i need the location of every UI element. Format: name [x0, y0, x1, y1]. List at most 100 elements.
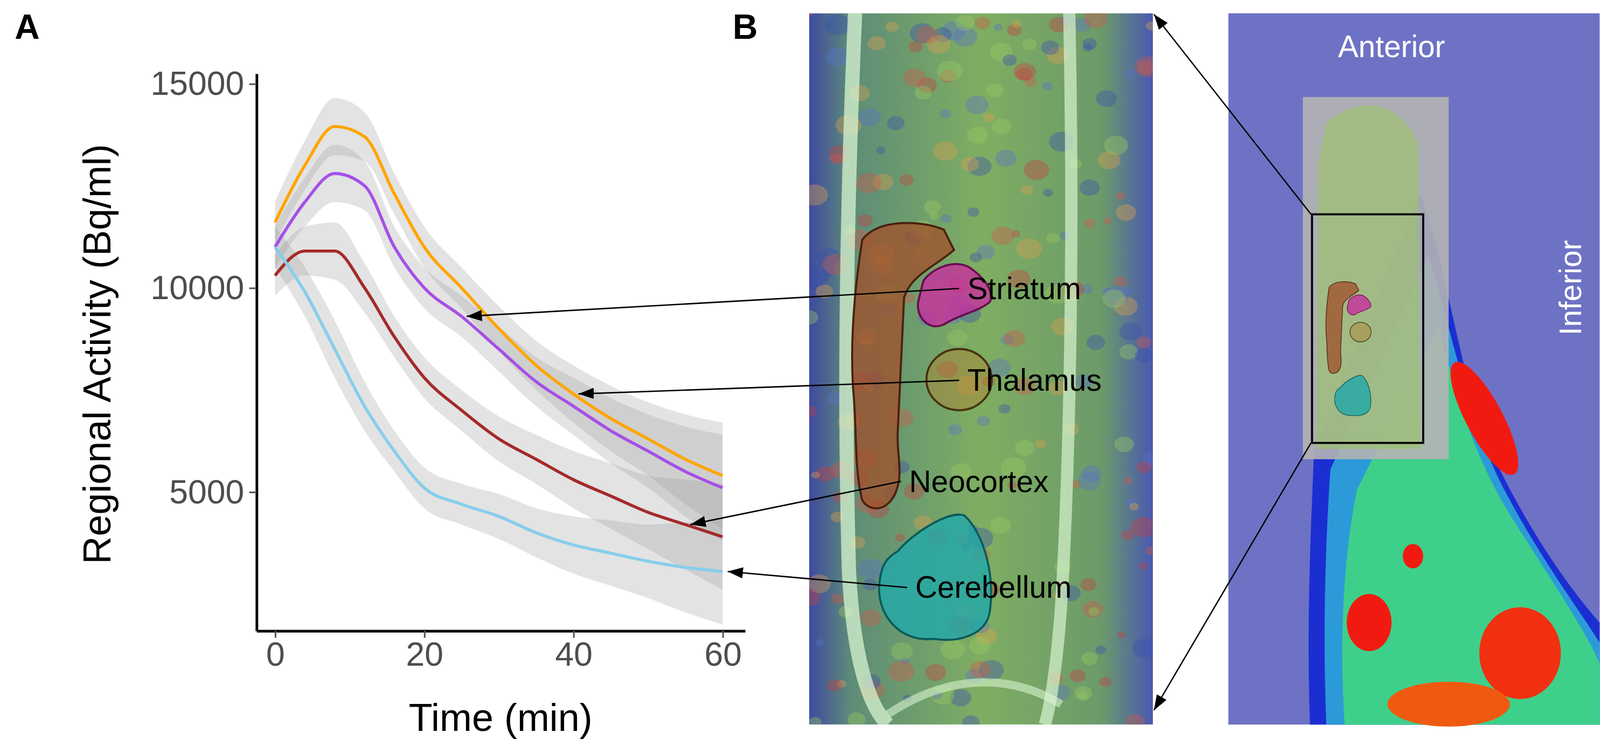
texture-dot [923, 200, 941, 214]
region-striatum [1347, 294, 1372, 315]
series-line [274, 246, 723, 572]
texture-dot [1083, 13, 1108, 29]
texture-dot [961, 156, 980, 172]
tick-mark [249, 287, 257, 289]
texture-dot [826, 679, 843, 692]
tick-mark [249, 83, 257, 86]
tick-label: 0 [266, 634, 285, 673]
texture-dot [809, 13, 814, 17]
tick-mark [249, 491, 257, 493]
texture-dot [1081, 651, 1098, 665]
texture-dot [1083, 218, 1096, 228]
tick-label: 5000 [169, 472, 245, 511]
confidence-band [274, 226, 723, 624]
texture-dot [856, 172, 882, 193]
figure: 500010000150000204060Time (min)Regional … [0, 0, 1600, 746]
texture-dot [908, 40, 923, 53]
texture-dot [891, 642, 914, 660]
texture-dot [1082, 43, 1093, 52]
tick-label: 15000 [150, 64, 245, 102]
texture-dot [1074, 685, 1092, 700]
texture-dot [1022, 38, 1038, 51]
series-line [274, 173, 723, 488]
texture-dot [858, 108, 881, 127]
orientation-label: Inferior [1553, 240, 1588, 336]
y-axis-title: Regional Activity (Bq/ml) [75, 143, 119, 565]
texture-dot [809, 716, 822, 725]
texture-dot [962, 714, 980, 725]
texture-dot [933, 141, 958, 161]
texture-dot [939, 108, 952, 118]
texture-dot [1014, 439, 1035, 456]
region-arrow [727, 571, 908, 588]
texture-dot [824, 14, 851, 36]
texture-dot [887, 116, 905, 131]
texture-dot [967, 126, 989, 144]
texture-dot [1114, 436, 1135, 452]
texture-dot [1103, 135, 1129, 156]
texture-dot [829, 153, 844, 165]
plot-area [274, 98, 723, 625]
overview-background [1228, 13, 1600, 725]
texture-dot [1034, 439, 1047, 448]
texture-dot [1011, 19, 1022, 29]
x-tick: 40 [555, 630, 593, 673]
texture-dot [860, 609, 882, 626]
texture-dot [809, 184, 829, 206]
hot-spot [1479, 607, 1561, 699]
tick-label: 20 [406, 634, 444, 673]
texture-dot [969, 636, 991, 654]
series-line [274, 126, 723, 476]
texture-dot [1086, 334, 1106, 350]
texture-dot [1145, 546, 1154, 555]
texture-dot [928, 211, 939, 220]
orientation-label: Anterior [1338, 29, 1446, 64]
axis-line [256, 629, 746, 633]
texture-dot [1131, 638, 1153, 658]
region-arrows [466, 288, 959, 588]
texture-dot [1077, 471, 1101, 491]
texture-dot [1119, 322, 1142, 341]
image-background [809, 13, 1153, 725]
texture-dot [1041, 81, 1053, 91]
y-tick: 10000 [150, 268, 256, 306]
region-label: Thalamus [967, 363, 1102, 398]
texture-dot [914, 85, 932, 100]
texture-dot [809, 266, 830, 288]
texture-dot [815, 638, 825, 646]
zoom-connector [1153, 14, 1312, 215]
texture-dot [991, 118, 1012, 135]
hot-spot [1438, 353, 1530, 483]
inset-background [1302, 96, 1449, 459]
inset-regions [1325, 281, 1372, 416]
region-arrow [690, 481, 901, 525]
texture-dot [1115, 192, 1126, 201]
texture-dot [1138, 562, 1149, 570]
region-arrow [578, 380, 960, 394]
texture-dot [1145, 21, 1153, 31]
texture-dot [1016, 238, 1042, 259]
texture-dot [885, 21, 899, 32]
texture-dot [825, 47, 850, 67]
texture-dot [811, 471, 820, 479]
texture-dot [1134, 56, 1153, 78]
texture-dot [1103, 217, 1112, 225]
texture-dot [993, 23, 1003, 31]
texture-dot [965, 95, 989, 114]
texture-dot [1020, 184, 1034, 195]
texture-dot [899, 174, 914, 186]
hot-spot [1346, 593, 1392, 651]
x-tick: 60 [704, 630, 742, 673]
texture-dot [940, 213, 952, 223]
texture-dot [1095, 89, 1117, 107]
x-axis: 0 20 40 60 [256, 630, 746, 673]
texture-dot [995, 149, 1017, 168]
texture-dot [985, 83, 1004, 98]
y-tick: 5000 [169, 472, 257, 511]
texture-dot [1136, 336, 1152, 349]
texture-dot [1121, 529, 1135, 540]
texture-dot [1138, 60, 1154, 75]
texture-dot [1023, 159, 1049, 180]
texture-dot [1042, 188, 1054, 197]
texture-dot [969, 252, 983, 263]
